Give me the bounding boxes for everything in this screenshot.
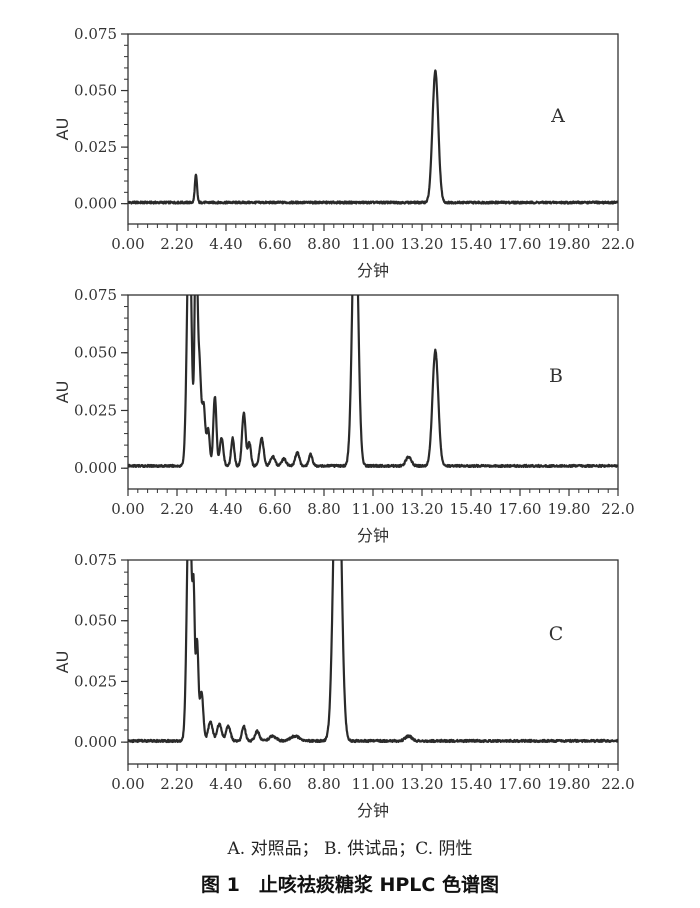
x-tick-label: 15.40 (450, 775, 493, 793)
plot-frame (127, 33, 619, 225)
x-tick-label: 4.40 (209, 775, 242, 793)
y-axis-title: AU (53, 381, 72, 404)
y-tick-label: 0.075 (74, 25, 117, 43)
x-tick-label: 17.60 (499, 500, 542, 518)
x-tick-label: 4.40 (209, 235, 242, 253)
y-tick-label: 0.025 (74, 672, 117, 690)
figure-legend: A. 对照品； B. 供试品；C. 阴性 (227, 839, 473, 859)
y-tick-label: 0.025 (74, 401, 117, 419)
x-tick-label: 2.20 (160, 235, 193, 253)
plot-frame (127, 559, 619, 765)
x-tick-label: 17.60 (499, 235, 542, 253)
x-tick-label: 6.60 (258, 775, 291, 793)
x-tick-label: 19.80 (548, 500, 591, 518)
y-tick-label: 0.075 (74, 286, 117, 304)
x-tick-label: 22.0 (601, 500, 634, 518)
x-tick-label: 19.80 (548, 235, 591, 253)
chart-panel-b: 0.00 2.20 4.40 6.60 8.80 11.00 13.20 15.40 17.60… (53, 286, 635, 545)
x-tick-label: 22.0 (601, 235, 634, 253)
y-tick-label: 0.050 (74, 344, 117, 362)
panel-label: A (550, 105, 565, 127)
x-tick-label: 17.60 (499, 775, 542, 793)
x-tick-label: 0.00 (111, 775, 144, 793)
x-tick-label: 8.80 (307, 775, 340, 793)
x-tick-label: 13.20 (401, 500, 444, 518)
chromatogram-trace (128, 69, 618, 205)
y-tick-label: 0.075 (74, 551, 117, 569)
x-tick-label: 11.00 (352, 235, 395, 253)
x-axis-title: 分钟 (357, 261, 389, 280)
chromatogram-figure: 0.00 2.20 4.40 6.60 8.80 11.00 13.20 15.40 17.60… (53, 25, 635, 820)
y-tick-label: 0.000 (74, 733, 117, 751)
x-tick-label: 8.80 (307, 235, 340, 253)
x-tick-label: 11.00 (352, 775, 395, 793)
x-tick-label: 22.0 (601, 775, 634, 793)
y-tick-label: 0.025 (74, 138, 117, 156)
chart-panel-c: 0.00 2.20 4.40 6.60 8.80 11.00 13.20 15.40 17.60… (53, 551, 635, 820)
x-tick-label: 13.20 (401, 235, 444, 253)
y-tick-label: 0.000 (74, 459, 117, 477)
x-tick-label: 11.00 (352, 500, 395, 518)
y-tick-label: 0.050 (74, 612, 117, 630)
x-axis-title: 分钟 (357, 526, 389, 545)
x-tick-label: 15.40 (450, 500, 493, 518)
chromatogram-trace (128, 295, 618, 469)
figure-caption: 图 1 止咳祛痰糖浆 HPLC 色谱图 (201, 874, 499, 896)
y-tick-label: 0.000 (74, 195, 117, 213)
x-tick-label: 6.60 (258, 500, 291, 518)
x-axis-title: 分钟 (357, 801, 389, 820)
y-axis-title: AU (53, 651, 72, 674)
x-tick-label: 4.40 (209, 500, 242, 518)
y-tick-label: 0.050 (74, 82, 117, 100)
x-tick-label: 2.20 (160, 500, 193, 518)
x-tick-label: 13.20 (401, 775, 444, 793)
chromatogram-trace (128, 560, 618, 744)
x-tick-label: 2.20 (160, 775, 193, 793)
x-tick-label: 15.40 (450, 235, 493, 253)
chart-panel-a: 0.00 2.20 4.40 6.60 8.80 11.00 13.20 15.40 17.60… (53, 25, 635, 280)
panel-label: B (549, 365, 563, 387)
x-tick-label: 8.80 (307, 500, 340, 518)
x-tick-label: 0.00 (111, 500, 144, 518)
y-axis-title: AU (53, 118, 72, 141)
x-tick-label: 19.80 (548, 775, 591, 793)
panel-label: C (549, 623, 564, 645)
x-tick-label: 6.60 (258, 235, 291, 253)
x-tick-label: 0.00 (111, 235, 144, 253)
